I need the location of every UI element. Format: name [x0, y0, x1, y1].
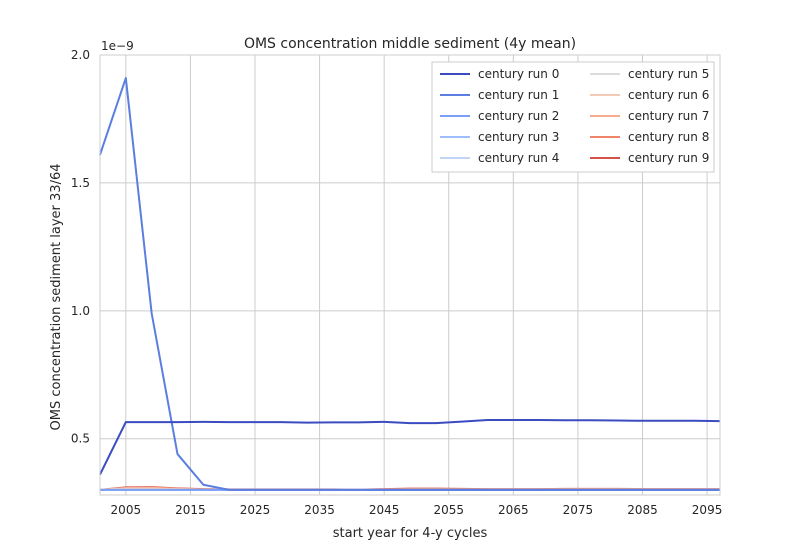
y-tick-label: 2.0	[71, 48, 90, 62]
series-line-1	[99, 77, 720, 491]
legend-entry-7: century run 7	[628, 109, 709, 123]
y-tick-label: 1.5	[71, 176, 90, 190]
legend-box	[431, 61, 715, 173]
x-axis-label: start year for 4-y cycles	[333, 526, 488, 541]
series-line-0	[99, 419, 721, 475]
legend-entry-4: century run 4	[478, 151, 559, 165]
x-tick-label: 2025	[240, 503, 271, 517]
legend: century run 0 century run 1 century run 2 c…	[431, 61, 715, 173]
x-tick-label: 2045	[369, 503, 400, 517]
legend-entry-9: century run 9	[628, 151, 709, 165]
legend-entry-6: century run 6	[628, 88, 709, 102]
y-tick-label: 1.0	[71, 304, 90, 318]
legend-entry-1: century run 1	[478, 88, 559, 102]
x-tick-label: 2055	[433, 503, 464, 517]
x-tick-label: 2005	[111, 503, 142, 517]
x-tick-label: 2065	[498, 503, 529, 517]
y-tick-label: 0.5	[71, 432, 90, 446]
x-tick-label: 2085	[627, 503, 658, 517]
chart-title: OMS concentration middle sediment (4y me…	[244, 36, 576, 52]
legend-entry-0: century run 0	[478, 67, 559, 81]
x-tick-label: 2075	[563, 503, 594, 517]
legend-entry-5: century run 5	[628, 67, 709, 81]
y-axis-label: OMS concentration sediment layer 33/64	[49, 164, 64, 431]
legend-entry-3: century run 3	[478, 130, 559, 144]
y-axis-offset-label: 1e−9	[101, 39, 134, 53]
x-tick-label: 2035	[304, 503, 335, 517]
x-tick-label: 2095	[692, 503, 723, 517]
series-lines	[99, 77, 721, 491]
legend-entry-2: century run 2	[478, 109, 559, 123]
legend-entry-8: century run 8	[628, 130, 709, 144]
x-tick-label: 2015	[175, 503, 206, 517]
plot-frame	[99, 54, 721, 496]
